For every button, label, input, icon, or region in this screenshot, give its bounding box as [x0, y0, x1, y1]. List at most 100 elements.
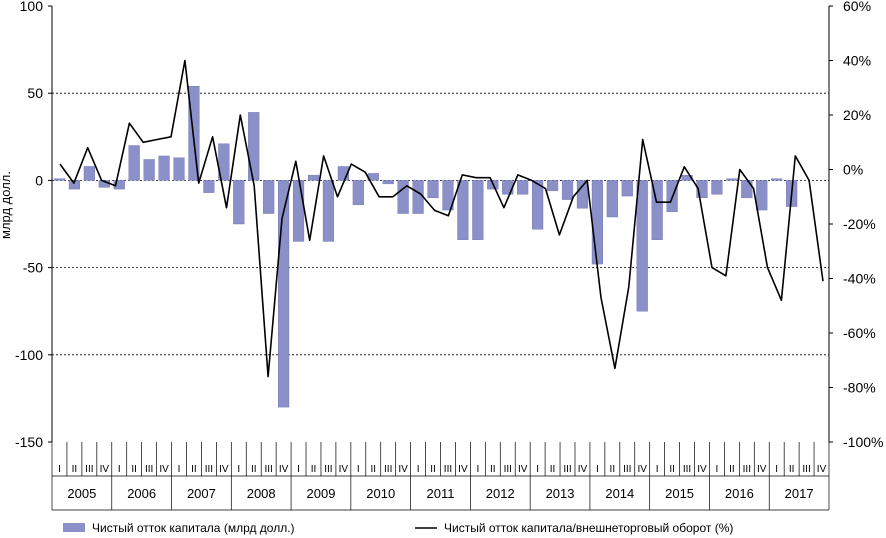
quarter-label: II: [72, 464, 78, 475]
legend-bar-label: Чистый отток капитала (млрд долл.): [92, 521, 295, 535]
right-tick-label: -40%: [843, 271, 876, 287]
right-tick-label: -20%: [843, 216, 876, 232]
quarter-label: IV: [219, 464, 229, 475]
bar: [173, 157, 185, 181]
bar: [591, 180, 603, 265]
quarter-label: III: [504, 464, 512, 475]
left-tick-label: 50: [27, 85, 43, 101]
bar: [143, 159, 155, 181]
legend-line-label: Чистый отток капитала/внешнеторговый обо…: [444, 521, 733, 535]
quarter-label: II: [131, 464, 137, 475]
bar: [412, 180, 424, 214]
y-axis-label: млрд долл.: [0, 171, 13, 239]
right-tick-label: -60%: [843, 325, 876, 341]
quarter-label: III: [205, 464, 213, 475]
bar: [427, 180, 439, 199]
bar: [248, 112, 260, 181]
bar: [756, 180, 768, 211]
bar: [337, 166, 349, 181]
year-label: 2011: [427, 486, 455, 501]
quarter-label: IV: [817, 464, 827, 475]
quarter-label: IV: [697, 464, 707, 475]
quarter-label: III: [384, 464, 392, 475]
bar: [621, 180, 633, 197]
bar: [726, 178, 738, 181]
year-label: 2008: [247, 486, 276, 501]
quarter-label: III: [85, 464, 93, 475]
bar: [502, 180, 514, 195]
bar: [322, 180, 335, 242]
right-tick-label: 40%: [843, 53, 871, 69]
left-tick-label: -50: [23, 260, 43, 276]
quarter-label: II: [550, 464, 556, 475]
bar: [457, 180, 469, 240]
quarter-label: III: [623, 464, 631, 475]
quarter-label: IV: [458, 464, 468, 475]
quarter-label: I: [297, 464, 300, 475]
quarter-label: IV: [159, 464, 169, 475]
bar: [771, 178, 783, 181]
quarter-label: II: [610, 464, 616, 475]
quarter-label: II: [430, 464, 436, 475]
bar: [606, 180, 618, 218]
quarter-label: II: [729, 464, 735, 475]
right-tick-label: 60%: [843, 0, 871, 14]
bar: [696, 180, 708, 199]
left-tick-label: -150: [15, 434, 43, 450]
quarter-label: I: [716, 464, 719, 475]
quarter-label: I: [178, 464, 181, 475]
bar: [532, 180, 544, 230]
year-label: 2010: [366, 486, 395, 501]
quarter-label: I: [58, 464, 61, 475]
quarter-label: I: [357, 464, 360, 475]
quarter-label: II: [191, 464, 197, 475]
quarter-label: IV: [398, 464, 408, 475]
right-tick-label: 20%: [843, 107, 871, 123]
bar: [561, 180, 574, 200]
right-axis-ticks: 60% 40% 20% 0% -20% -40% -60% -80% -100%: [829, 0, 883, 450]
quarter-label: I: [596, 464, 599, 475]
quarter-label: I: [417, 464, 420, 475]
quarter-label: II: [490, 464, 496, 475]
quarter-label: III: [802, 464, 810, 475]
bar: [83, 166, 95, 181]
left-axis-ticks: 100 50 0 -50 -100 -150: [15, 0, 52, 450]
left-tick-label: 100: [20, 0, 44, 14]
quarter-label: IV: [100, 464, 110, 475]
quarter-label: III: [444, 464, 452, 475]
quarter-label: I: [476, 464, 479, 475]
year-label: 2012: [486, 486, 515, 501]
quarter-label: III: [264, 464, 272, 475]
bar: [472, 180, 484, 240]
quarter-label: IV: [757, 464, 767, 475]
bar: [307, 174, 320, 181]
right-tick-label: -100%: [843, 434, 883, 450]
bar: [442, 180, 454, 211]
year-label: 2014: [605, 486, 634, 501]
bar: [711, 180, 723, 195]
legend: Чистый отток капитала (млрд долл.) Чисты…: [63, 521, 733, 535]
grid-lines: [52, 92, 829, 356]
bar: [128, 145, 140, 181]
bar: [278, 180, 290, 408]
quarter-label: III: [743, 464, 751, 475]
year-label: 2005: [67, 486, 96, 501]
bar: [158, 155, 170, 181]
left-tick-label: -100: [15, 347, 43, 363]
axes: [51, 6, 830, 442]
year-label: 2015: [665, 486, 694, 501]
series-line: [59, 59, 824, 378]
quarter-label: II: [370, 464, 376, 475]
quarter-label: II: [311, 464, 317, 475]
quarter-label: IV: [637, 464, 647, 475]
right-tick-label: -80%: [843, 380, 876, 396]
bar: [292, 180, 305, 242]
bar: [576, 180, 589, 209]
quarter-label: III: [324, 464, 332, 475]
bar: [681, 174, 693, 181]
year-label: 2007: [187, 486, 216, 501]
quarter-label: III: [683, 464, 691, 475]
quarter-label: II: [251, 464, 257, 475]
bar: [651, 180, 663, 240]
line-series: [59, 59, 824, 378]
